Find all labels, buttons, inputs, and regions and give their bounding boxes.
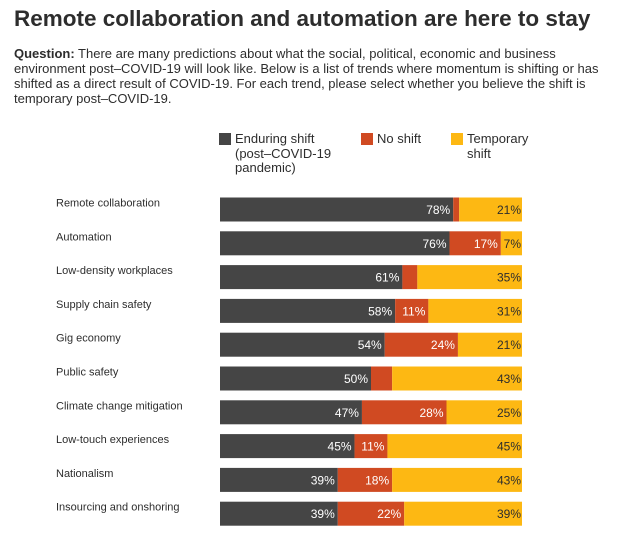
bar-temporary-insourcing-and-onshoring [404, 501, 522, 526]
bar-no-shift-low-touch-experiences [354, 434, 388, 459]
value-label-no-shift-climate-change-mitigation: 28% [419, 406, 443, 420]
value-label-temporary-public-safety: 43% [497, 372, 521, 386]
question-text: Question: There are many predictions abo… [14, 46, 619, 106]
bar-enduring-low-touch-experiences [220, 434, 355, 459]
legend-swatch-no-shift [361, 133, 373, 145]
value-label-enduring-remote-collaboration: 78% [426, 203, 450, 217]
category-label-insourcing-and-onshoring: Insourcing and onshoring [56, 502, 180, 514]
bar-temporary-low-touch-experiences [387, 434, 522, 459]
bar-no-shift-climate-change-mitigation [361, 400, 447, 425]
value-label-no-shift-supply-chain-safety: 11% [402, 304, 425, 318]
question-body: There are many predictions about what th… [14, 46, 599, 106]
bar-enduring-low-density-workplaces [220, 265, 403, 290]
bar-enduring-gig-economy [220, 332, 385, 357]
category-label-low-density-workplaces: Low-density workplaces [56, 265, 173, 277]
bar-no-shift-gig-economy [384, 332, 458, 357]
value-label-enduring-public-safety: 50% [344, 372, 368, 386]
legend-label-no-shift: No shift [377, 131, 422, 146]
value-label-enduring-nationalism: 39% [311, 473, 335, 487]
value-label-no-shift-gig-economy: 24% [431, 338, 455, 352]
bar-no-shift-supply-chain-safety [395, 298, 429, 323]
value-label-temporary-insourcing-and-onshoring: 39% [497, 507, 521, 521]
category-label-remote-collaboration: Remote collaboration [56, 198, 160, 210]
value-label-temporary-remote-collaboration: 21% [497, 203, 521, 217]
bar-enduring-nationalism [220, 467, 338, 492]
bar-temporary-climate-change-mitigation [446, 400, 522, 425]
value-label-temporary-gig-economy: 21% [497, 338, 521, 352]
value-label-enduring-supply-chain-safety: 58% [368, 304, 392, 318]
legend-swatch-temporary [451, 133, 463, 145]
bar-temporary-supply-chain-safety [428, 298, 522, 323]
value-label-no-shift-insourcing-and-onshoring: 22% [377, 507, 401, 521]
bar-no-shift-remote-collaboration [453, 197, 460, 222]
bar-no-shift-public-safety [371, 366, 393, 391]
bar-no-shift-nationalism [337, 467, 393, 492]
bar-temporary-automation [500, 231, 522, 256]
category-label-low-touch-experiences: Low-touch experiences [56, 434, 170, 446]
category-label-nationalism: Nationalism [56, 468, 113, 480]
bar-temporary-gig-economy [457, 332, 522, 357]
value-label-enduring-automation: 76% [422, 237, 446, 251]
bar-enduring-remote-collaboration [220, 197, 454, 222]
question-label: Question: [14, 46, 75, 61]
legend-label-enduring: Enduring shift (post–COVID-19 pandemic) [235, 131, 332, 175]
category-label-public-safety: Public safety [56, 367, 119, 379]
value-label-no-shift-nationalism: 18% [365, 473, 389, 487]
bar-enduring-automation [220, 231, 450, 256]
value-label-no-shift-low-touch-experiences: 11% [361, 440, 384, 454]
bar-temporary-nationalism [392, 467, 522, 492]
legend-item-temporary: Temporary shift [451, 131, 529, 161]
legend-label-temporary: Temporary shift [467, 131, 529, 161]
value-label-enduring-climate-change-mitigation: 47% [335, 406, 359, 420]
bar-temporary-low-density-workplaces [417, 265, 522, 290]
bar-enduring-insourcing-and-onshoring [220, 501, 338, 526]
value-label-enduring-insourcing-and-onshoring: 39% [311, 507, 335, 521]
bar-no-shift-automation [449, 231, 501, 256]
value-label-enduring-gig-economy: 54% [358, 338, 382, 352]
bar-no-shift-insourcing-and-onshoring [337, 501, 405, 526]
bar-enduring-supply-chain-safety [220, 298, 396, 323]
legend-item-enduring: Enduring shift (post–COVID-19 pandemic) [219, 131, 332, 176]
bar-no-shift-low-density-workplaces [402, 265, 418, 290]
page-title: Remote collaboration and automation are … [14, 6, 591, 31]
value-label-temporary-automation: 7% [504, 237, 522, 251]
value-label-enduring-low-density-workplaces: 61% [375, 271, 399, 285]
category-label-climate-change-mitigation: Climate change mitigation [56, 400, 183, 412]
category-label-automation: Automation [56, 231, 112, 243]
value-label-enduring-low-touch-experiences: 45% [328, 440, 352, 454]
value-label-no-shift-automation: 17% [474, 237, 498, 251]
bar-temporary-public-safety [392, 366, 522, 391]
bar-enduring-public-safety [220, 366, 371, 391]
legend-item-no-shift: No shift [361, 131, 422, 147]
value-label-temporary-supply-chain-safety: 31% [497, 304, 521, 318]
value-label-temporary-climate-change-mitigation: 25% [497, 406, 521, 420]
category-label-supply-chain-safety: Supply chain safety [56, 299, 152, 311]
value-label-temporary-nationalism: 43% [497, 473, 521, 487]
bar-temporary-remote-collaboration [459, 197, 522, 222]
bar-enduring-climate-change-mitigation [220, 400, 362, 425]
category-label-gig-economy: Gig economy [56, 333, 121, 345]
value-label-temporary-low-touch-experiences: 45% [497, 440, 521, 454]
value-label-temporary-low-density-workplaces: 35% [497, 271, 521, 285]
legend-swatch-enduring [219, 133, 231, 145]
